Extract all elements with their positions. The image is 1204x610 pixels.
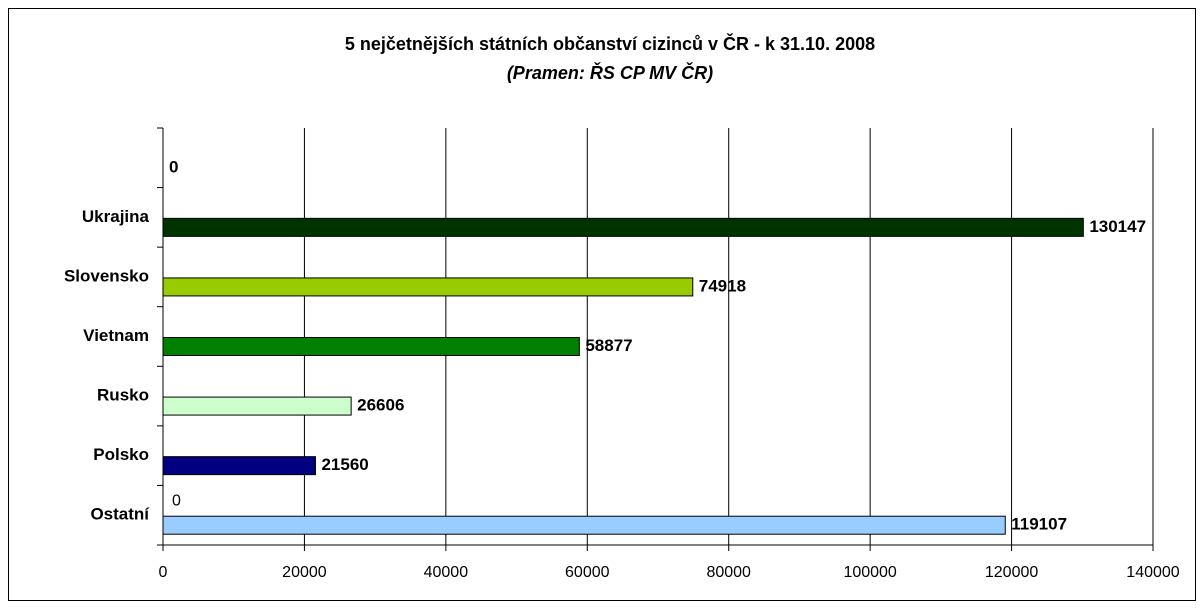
bar: [162, 515, 1006, 535]
bar: [162, 456, 316, 476]
bar: [162, 277, 694, 297]
value-label: 26606: [357, 396, 404, 415]
chart-border: [8, 8, 1196, 601]
value-label: 130147: [1089, 217, 1146, 236]
x-tick-label: 140000: [1126, 564, 1179, 581]
annotation: 0: [172, 492, 181, 509]
y-tick-label: Rusko: [97, 386, 149, 405]
x-tick-label: 100000: [843, 564, 896, 581]
y-tick-label: Ukrajina: [82, 207, 150, 226]
value-label: 0: [169, 157, 178, 176]
x-tick-label: 20000: [282, 564, 327, 581]
value-label: 58877: [585, 336, 632, 355]
value-label: 21560: [321, 455, 368, 474]
x-tick-label: 120000: [985, 564, 1038, 581]
y-tick-label: Polsko: [93, 445, 149, 464]
chart-title: 5 nejčetnějších státních občanství cizin…: [345, 33, 875, 54]
y-tick-label: Slovensko: [64, 266, 149, 285]
y-tick-label: Vietnam: [83, 326, 149, 345]
y-tick-label: Ostatní: [90, 505, 150, 524]
x-tick-label: 80000: [706, 564, 751, 581]
value-label: 119107: [1011, 515, 1067, 534]
bar: [162, 396, 352, 416]
x-tick-label: 0: [159, 564, 168, 581]
bar: [162, 337, 580, 356]
chart-subtitle: (Pramen: ŘS CP MV ČR): [507, 62, 713, 83]
value-label: 74918: [699, 276, 746, 295]
bar: [162, 217, 1084, 237]
x-tick-label: 60000: [565, 564, 610, 581]
x-tick-label: 40000: [424, 564, 469, 581]
